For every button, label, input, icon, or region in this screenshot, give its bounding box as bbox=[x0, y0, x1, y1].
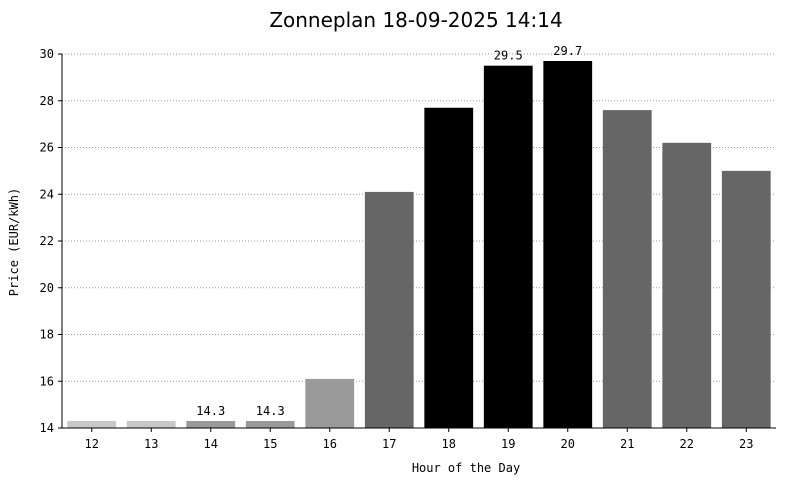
x-tick-label: 21 bbox=[620, 437, 634, 451]
x-tick-label: 20 bbox=[561, 437, 575, 451]
data-label-20: 29.7 bbox=[553, 44, 582, 58]
x-tick-label: 15 bbox=[263, 437, 277, 451]
y-tick-label: 16 bbox=[40, 374, 54, 388]
bar-17 bbox=[364, 191, 414, 428]
bar-19 bbox=[483, 65, 533, 428]
x-tick-label: 12 bbox=[85, 437, 99, 451]
x-axis-label: Hour of the Day bbox=[412, 461, 520, 475]
y-tick-label: 26 bbox=[40, 141, 54, 155]
x-tick-label: 14 bbox=[204, 437, 218, 451]
x-tick-label: 13 bbox=[144, 437, 158, 451]
x-tick-label: 23 bbox=[739, 437, 753, 451]
y-tick-label: 20 bbox=[40, 281, 54, 295]
y-tick-label: 18 bbox=[40, 328, 54, 342]
bar-22 bbox=[662, 142, 712, 428]
bar-12 bbox=[67, 420, 117, 428]
y-tick-label: 28 bbox=[40, 94, 54, 108]
bar-14 bbox=[186, 420, 236, 428]
y-axis-label: Price (EUR/kWh) bbox=[7, 188, 21, 296]
y-tick-label: 24 bbox=[40, 187, 54, 201]
x-tick-label: 16 bbox=[323, 437, 337, 451]
bars bbox=[67, 61, 771, 428]
bar-15 bbox=[245, 420, 295, 428]
data-label-14: 14.3 bbox=[196, 404, 225, 418]
bar-21 bbox=[602, 110, 652, 428]
bar-20 bbox=[543, 61, 593, 428]
data-label-15: 14.3 bbox=[256, 404, 285, 418]
x-tick-label: 22 bbox=[680, 437, 694, 451]
bar-13 bbox=[126, 420, 176, 428]
bar-16 bbox=[305, 378, 355, 428]
data-label-19: 29.5 bbox=[494, 49, 523, 63]
bar-18 bbox=[424, 107, 474, 428]
y-tick-label: 22 bbox=[40, 234, 54, 248]
ticks: 14 16 18 20 22 24 26 28 30 12 13 14 15 16 17 18 19 20 21 22… bbox=[40, 47, 754, 451]
bar-23 bbox=[721, 170, 771, 428]
grid bbox=[62, 53, 776, 382]
chart-title: Zonneplan 18-09-2025 14:14 bbox=[269, 8, 562, 32]
y-tick-label: 30 bbox=[40, 47, 54, 61]
x-tick-label: 18 bbox=[442, 437, 456, 451]
x-tick-label: 17 bbox=[382, 437, 396, 451]
data-labels: 14.3 14.3 29.5 29.7 bbox=[196, 44, 582, 418]
x-tick-label: 19 bbox=[501, 437, 515, 451]
y-tick-label: 14 bbox=[40, 421, 54, 435]
